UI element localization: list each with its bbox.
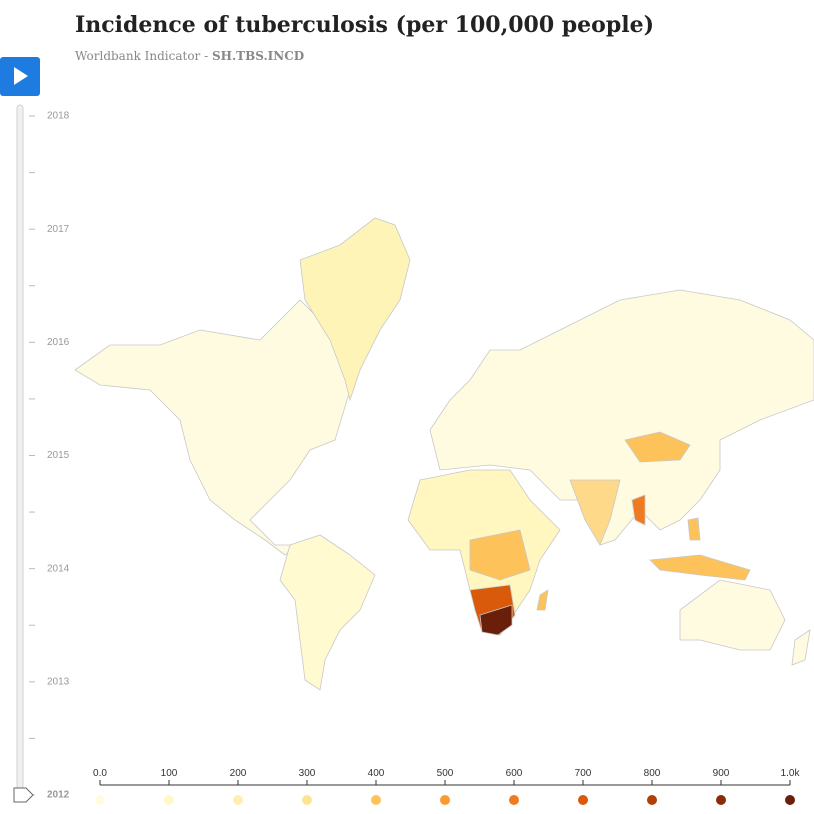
- legend-label: 0.0: [93, 768, 107, 779]
- title: Incidence of tuberculosis (per 100,000 p…: [75, 12, 654, 38]
- legend-label: 300: [299, 768, 316, 779]
- subtitle-prefix: Worldbank Indicator -: [75, 49, 212, 63]
- legend-label: 600: [506, 768, 523, 779]
- legend-label: 400: [368, 768, 385, 779]
- year-label: 2016: [47, 337, 70, 348]
- legend-label: 1.0k: [781, 768, 801, 779]
- legend-label: 900: [713, 768, 730, 779]
- legend-swatch: [95, 795, 105, 805]
- year-label: 2018: [47, 111, 70, 122]
- year-label: 2017: [47, 224, 70, 235]
- timeline-track[interactable]: [16, 104, 24, 798]
- legend-swatch: [785, 795, 795, 805]
- legend-label: 100: [161, 768, 178, 779]
- legend-swatch: [509, 795, 519, 805]
- timeline-handle[interactable]: [13, 787, 34, 803]
- map: [74, 217, 814, 691]
- legend-swatch: [647, 795, 657, 805]
- legend-label: 700: [575, 768, 592, 779]
- legend-swatch: [716, 795, 726, 805]
- legend-label: 800: [644, 768, 661, 779]
- legend-swatch: [440, 795, 450, 805]
- year-label: 2014: [47, 563, 70, 574]
- legend-swatch: [164, 795, 174, 805]
- legend-swatch: [578, 795, 588, 805]
- legend-swatch: [371, 795, 381, 805]
- year-label: 2015: [47, 450, 70, 461]
- play-button[interactable]: [0, 57, 40, 96]
- legend-swatch: [302, 795, 312, 805]
- legend-swatch: [233, 795, 243, 805]
- subtitle: Worldbank Indicator - SH.TBS.INCD: [75, 49, 304, 63]
- legend-label: 500: [437, 768, 454, 779]
- legend-label: 200: [230, 768, 247, 779]
- year-label: 2012: [47, 790, 70, 801]
- year-label: 2013: [47, 676, 70, 687]
- subtitle-code: SH.TBS.INCD: [212, 49, 304, 63]
